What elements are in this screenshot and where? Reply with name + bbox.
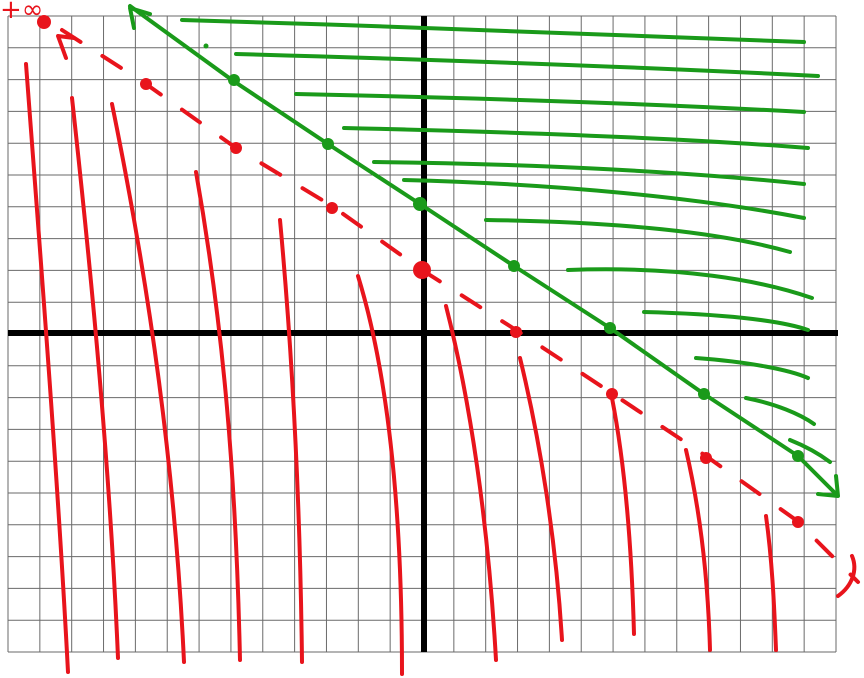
red-curve — [24, 62, 70, 674]
green-arrowhead — [128, 6, 152, 30]
red-point — [792, 516, 804, 528]
green-curve — [294, 92, 806, 114]
green-curve — [234, 52, 820, 78]
green-curve — [372, 160, 806, 186]
red-point — [413, 261, 431, 279]
red-curve — [278, 218, 304, 664]
red-curve — [764, 514, 778, 652]
green-curve — [342, 126, 810, 150]
green-arrowhead — [816, 474, 840, 498]
corner-label: +∞ — [0, 0, 43, 25]
green-point — [203, 43, 209, 49]
green-point — [228, 74, 240, 86]
green-curve — [788, 438, 832, 464]
red-point — [230, 142, 242, 154]
red-point — [700, 452, 712, 464]
red-curve — [110, 102, 186, 664]
green-curve — [566, 267, 814, 300]
red-curve — [70, 96, 120, 660]
green-curve — [694, 356, 810, 380]
red-curve — [518, 356, 564, 642]
green-point — [413, 197, 427, 211]
green-curve — [484, 218, 792, 254]
red-arrowhead — [836, 554, 857, 598]
green-curve — [402, 178, 806, 220]
green-curve — [744, 396, 816, 426]
green-curve — [180, 18, 806, 44]
red-nullcline-points — [37, 15, 804, 528]
red-dashed-nullcline — [60, 28, 860, 584]
red-point — [37, 15, 51, 29]
green-point — [322, 138, 334, 150]
green-nullcline-points — [203, 43, 804, 462]
red-point — [140, 78, 152, 90]
red-point — [510, 326, 522, 338]
green-point — [604, 322, 616, 334]
red-curve — [194, 170, 242, 662]
green-point — [792, 450, 804, 462]
red-solution-curves — [24, 62, 778, 676]
red-arrowhead — [56, 34, 76, 60]
green-solution-curves — [180, 18, 832, 464]
red-curve — [444, 304, 498, 662]
red-curve — [610, 396, 636, 636]
green-curve — [642, 310, 810, 332]
green-point — [698, 388, 710, 400]
red-point — [326, 202, 338, 214]
red-point — [606, 388, 618, 400]
red-curve — [356, 274, 404, 676]
red-curve — [684, 448, 712, 652]
green-point — [508, 260, 520, 272]
